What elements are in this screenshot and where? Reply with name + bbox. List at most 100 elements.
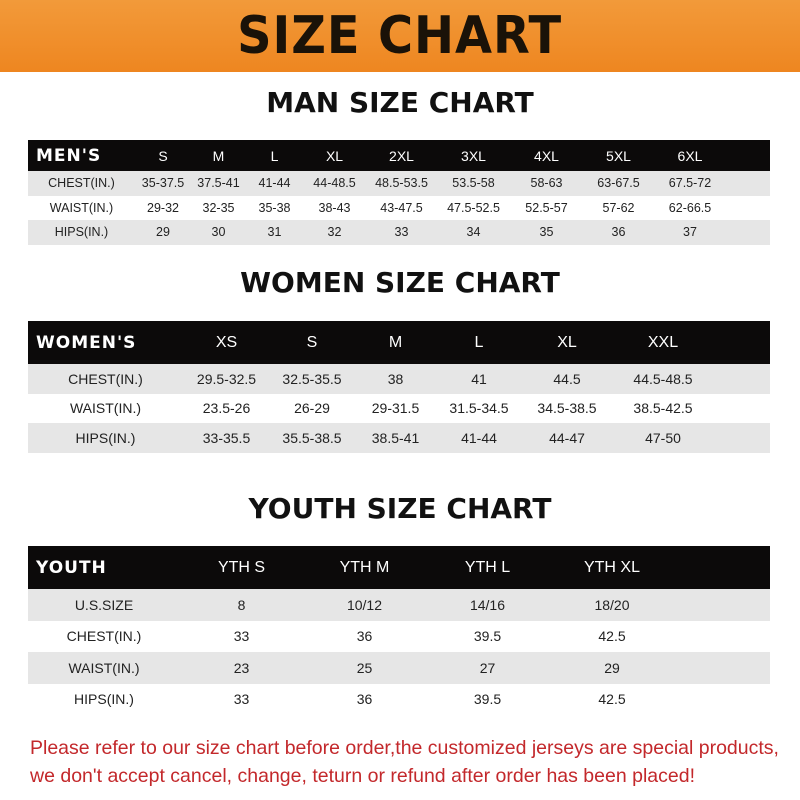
measurement-cell: 43-47.5 [366, 195, 437, 220]
measurement-cell: 26-29 [270, 393, 354, 423]
row-filler [713, 364, 770, 394]
size-header: L [246, 140, 303, 171]
row-label: WAIST(IN.) [28, 652, 180, 684]
measurement-cell: 33 [180, 620, 303, 652]
size-header: XS [183, 321, 270, 364]
measurement-cell: 10/12 [303, 589, 426, 621]
measurement-cell: 25 [303, 652, 426, 684]
size-header: S [135, 140, 191, 171]
men-header-row: MEN'S S M L XL 2XL 3XL 4XL 5XL 6XL [28, 140, 770, 171]
measurement-cell: 39.5 [426, 620, 549, 652]
measurement-cell: 35 [510, 220, 583, 245]
size-header: S [270, 321, 354, 364]
measurement-cell: 32 [303, 220, 366, 245]
men-size-table: MEN'S S M L XL 2XL 3XL 4XL 5XL 6XL CHEST(IN.) 35-37… [28, 140, 770, 245]
table-row: U.S.SIZE 8 10/12 14/16 18/20 [28, 589, 770, 621]
measurement-cell: 44-48.5 [303, 171, 366, 196]
row-label: HIPS(IN.) [28, 220, 135, 245]
row-filler [713, 393, 770, 423]
measurement-cell: 29 [549, 652, 675, 684]
measurement-cell: 41-44 [437, 423, 521, 453]
measurement-cell: 38-43 [303, 195, 366, 220]
women-chart-title: WOMEN SIZE CHART [240, 266, 560, 299]
table-header-label: YOUTH [28, 546, 180, 589]
youth-header-row: YOUTH YTH S YTH M YTH L YTH XL [28, 546, 770, 589]
row-label: CHEST(IN.) [28, 364, 183, 394]
banner: SIZE CHART [0, 0, 800, 72]
size-header: XXL [613, 321, 713, 364]
table-row: CHEST(IN.) 35-37.5 37.5-41 41-44 44-48.5 48.5… [28, 171, 770, 196]
measurement-cell: 38 [354, 364, 437, 394]
measurement-cell: 44-47 [521, 423, 613, 453]
row-filler [726, 195, 770, 220]
size-header: 3XL [437, 140, 510, 171]
measurement-cell: 37.5-41 [191, 171, 246, 196]
measurement-cell: 8 [180, 589, 303, 621]
measurement-cell: 35-37.5 [135, 171, 191, 196]
measurement-cell: 41 [437, 364, 521, 394]
row-filler [713, 423, 770, 453]
row-label: CHEST(IN.) [28, 620, 180, 652]
size-header: YTH M [303, 546, 426, 589]
table-row: HIPS(IN.) 33 36 39.5 42.5 [28, 683, 770, 715]
row-filler [675, 589, 770, 621]
notice-line-2: we don't accept cancel, change, teturn o… [30, 765, 695, 787]
measurement-cell: 38.5-41 [354, 423, 437, 453]
measurement-cell: 47-50 [613, 423, 713, 453]
measurement-cell: 41-44 [246, 171, 303, 196]
table-row: HIPS(IN.) 33-35.5 35.5-38.5 38.5-41 41-44 44-… [28, 423, 770, 453]
measurement-cell: 29.5-32.5 [183, 364, 270, 394]
measurement-cell: 23.5-26 [183, 393, 270, 423]
measurement-cell: 14/16 [426, 589, 549, 621]
measurement-cell: 27 [426, 652, 549, 684]
size-header: 4XL [510, 140, 583, 171]
measurement-cell: 30 [191, 220, 246, 245]
measurement-cell: 47.5-52.5 [437, 195, 510, 220]
row-label: WAIST(IN.) [28, 195, 135, 220]
men-chart-title: MAN SIZE CHART [266, 86, 534, 119]
row-filler [675, 652, 770, 684]
row-label: WAIST(IN.) [28, 393, 183, 423]
measurement-cell: 31 [246, 220, 303, 245]
measurement-cell: 44.5 [521, 364, 613, 394]
measurement-cell: 38.5-42.5 [613, 393, 713, 423]
measurement-cell: 34 [437, 220, 510, 245]
measurement-cell: 44.5-48.5 [613, 364, 713, 394]
row-filler [675, 683, 770, 715]
measurement-cell: 36 [303, 683, 426, 715]
measurement-cell: 36 [303, 620, 426, 652]
measurement-cell: 35.5-38.5 [270, 423, 354, 453]
measurement-cell: 32.5-35.5 [270, 364, 354, 394]
measurement-cell: 42.5 [549, 683, 675, 715]
women-header-row: WOMEN'S XS S M L XL XXL [28, 321, 770, 364]
size-header: YTH XL [549, 546, 675, 589]
measurement-cell: 37 [654, 220, 726, 245]
row-filler [726, 171, 770, 196]
table-header-label: WOMEN'S [28, 321, 183, 364]
size-header: YTH L [426, 546, 549, 589]
measurement-cell: 32-35 [191, 195, 246, 220]
size-header: XL [303, 140, 366, 171]
measurement-cell: 57-62 [583, 195, 654, 220]
row-filler [726, 220, 770, 245]
measurement-cell: 33 [366, 220, 437, 245]
size-header: 5XL [583, 140, 654, 171]
table-row: HIPS(IN.) 29 30 31 32 33 34 35 36 37 [28, 220, 770, 245]
row-label: HIPS(IN.) [28, 683, 180, 715]
size-header: L [437, 321, 521, 364]
measurement-cell: 18/20 [549, 589, 675, 621]
measurement-cell: 39.5 [426, 683, 549, 715]
size-header: XL [521, 321, 613, 364]
measurement-cell: 35-38 [246, 195, 303, 220]
header-filler [713, 321, 770, 364]
table-row: WAIST(IN.) 23.5-26 26-29 29-31.5 31.5-34.5 34… [28, 393, 770, 423]
measurement-cell: 29-31.5 [354, 393, 437, 423]
measurement-cell: 53.5-58 [437, 171, 510, 196]
size-header: 6XL [654, 140, 726, 171]
table-row: CHEST(IN.) 29.5-32.5 32.5-35.5 38 41 44.5 44.5… [28, 364, 770, 394]
measurement-cell: 42.5 [549, 620, 675, 652]
measurement-cell: 52.5-57 [510, 195, 583, 220]
row-label: HIPS(IN.) [28, 423, 183, 453]
size-header: M [191, 140, 246, 171]
youth-size-table: YOUTH YTH S YTH M YTH L YTH XL U.S.SIZE 8 10/12… [28, 546, 770, 715]
